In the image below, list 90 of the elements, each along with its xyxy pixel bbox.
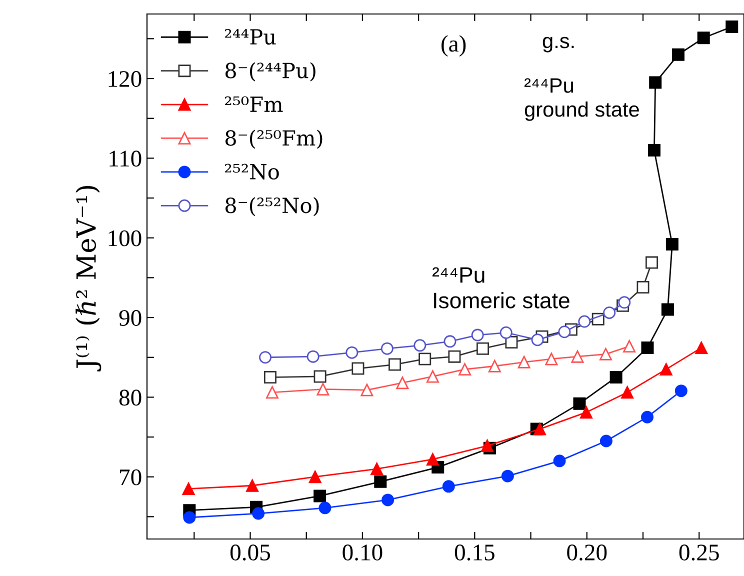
point (666, 238, 678, 250)
point (501, 470, 514, 482)
point (578, 315, 591, 328)
point (370, 462, 384, 476)
point (444, 335, 456, 348)
y-tick-label: 90 (119, 310, 142, 326)
point (573, 397, 586, 410)
point (396, 376, 409, 390)
text: 0.20 (567, 544, 607, 561)
point (610, 371, 622, 384)
y-tick-label: 120 (108, 71, 142, 87)
point (476, 342, 490, 355)
annotation: ²⁴⁴Pu ground state (524, 78, 639, 121)
point (623, 340, 636, 352)
point (660, 363, 672, 376)
text: 0.10 (342, 544, 382, 561)
point (661, 303, 674, 316)
y-tick-label: 100 (108, 230, 142, 246)
point (545, 352, 558, 366)
point (648, 144, 660, 156)
point (352, 362, 364, 375)
point (649, 76, 662, 89)
point (471, 328, 484, 342)
annotation: (a) (442, 35, 466, 57)
point (308, 470, 322, 484)
point (558, 326, 571, 338)
x-tick-label: 0.15 (454, 544, 494, 561)
x-tick-label: 0.05 (230, 544, 270, 561)
point (674, 384, 688, 398)
point (252, 507, 265, 520)
legend-label: 8⁻(²⁴⁴Pu) (225, 62, 316, 82)
point (360, 384, 374, 396)
point (380, 342, 394, 355)
point (374, 475, 387, 488)
point (264, 371, 276, 384)
point (641, 410, 654, 424)
point (426, 370, 439, 383)
point (480, 440, 494, 452)
point (695, 342, 708, 354)
y-tick-label: 110 (110, 150, 142, 167)
point (314, 370, 326, 383)
point (448, 350, 461, 363)
point (553, 454, 566, 468)
point (318, 502, 332, 514)
legend-label: ²⁴⁴Pu (225, 28, 276, 45)
point (259, 351, 272, 364)
point (599, 348, 612, 360)
point (531, 334, 544, 346)
point (182, 482, 195, 496)
point (414, 339, 426, 352)
point (488, 360, 501, 372)
point (603, 306, 616, 319)
annotation: g.s. (542, 36, 574, 52)
point (697, 32, 710, 44)
point (580, 406, 592, 419)
point (726, 20, 738, 33)
x-tick-label: 0.25 (679, 544, 719, 561)
point (600, 434, 612, 448)
legend-label: ²⁵⁰Fm (225, 96, 283, 112)
point (382, 494, 394, 506)
point (505, 336, 518, 348)
point (183, 511, 196, 524)
point (458, 363, 472, 376)
point (621, 386, 634, 399)
point (316, 382, 330, 396)
point (388, 358, 402, 371)
point (442, 480, 455, 493)
legend-label: 8⁻(²⁵²No) (225, 197, 319, 216)
point (266, 386, 278, 399)
point (646, 256, 658, 269)
point (306, 350, 320, 363)
legend-label: 8⁻(²⁵⁰Fm) (225, 130, 322, 149)
point (618, 296, 631, 309)
point (641, 342, 654, 354)
point (346, 346, 358, 359)
point (672, 48, 684, 61)
point (500, 326, 512, 339)
point (518, 356, 530, 368)
legend-label: ²⁵²No (225, 164, 279, 180)
y-tick-label: 80 (119, 390, 142, 406)
annotation: ²⁴⁴Pu Isomeric state (432, 267, 570, 308)
point (426, 453, 439, 466)
y-axis-title: J⁽¹⁾ (ℏ² MeV⁻¹) (76, 186, 102, 372)
point (246, 479, 259, 492)
point (571, 350, 584, 363)
point (418, 352, 432, 366)
point (636, 281, 650, 294)
y-tick-label: 70 (120, 469, 142, 486)
point (314, 490, 326, 502)
point (534, 422, 546, 436)
